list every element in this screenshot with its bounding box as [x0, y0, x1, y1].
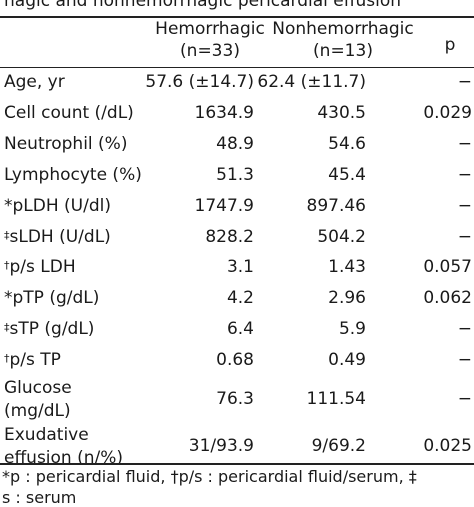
header-nonhemorrhagic-label: Nonhemorrhagic	[272, 19, 414, 39]
hemorrhagic-value: 0.68	[216, 350, 254, 370]
p-value: −	[457, 319, 472, 339]
nonhemorrhagic-value: 430.5	[317, 103, 366, 123]
row-label: †p/s TP	[4, 350, 61, 371]
row-label-text: Exudative	[4, 425, 89, 445]
nonhemorrhagic-value: 1.43	[328, 257, 366, 277]
header-hemorrhagic-label: Hemorrhagic	[155, 19, 265, 39]
header-hemorrhagic-n: (n=33)	[180, 41, 240, 61]
row-label: Age, yr	[4, 72, 65, 93]
p-value: 0.025	[423, 436, 472, 456]
row-label: *pLDH (U/dl)	[4, 196, 111, 217]
row-label: *pTP (g/dL)	[4, 288, 99, 309]
nonhemorrhagic-value: 2.96	[328, 288, 366, 308]
hemorrhagic-value: 76.3	[216, 389, 254, 409]
p-value: −	[457, 165, 472, 185]
row-label-text: Glucose	[4, 378, 72, 398]
footnote-line-1: *p : pericardial fluid, †p/s : pericardi…	[2, 467, 417, 486]
hemorrhagic-value: 1634.9	[194, 103, 254, 123]
header-bottom-rule	[0, 67, 474, 68]
hemorrhagic-value: 4.2	[226, 288, 254, 308]
row-label: Cell count (/dL)	[4, 103, 134, 124]
p-value: −	[457, 389, 472, 409]
footnote-line-2: s : serum	[2, 488, 77, 507]
row-label: †p/s LDH	[4, 257, 76, 278]
hemorrhagic-value: 57.6 (±14.7)	[145, 72, 254, 92]
header-hemorrhagic: Hemorrhagic (n=33)	[140, 18, 280, 62]
footnote-marker: †	[4, 259, 10, 272]
footnote-marker: ‡	[4, 321, 10, 334]
p-value: 0.057	[423, 257, 472, 277]
row-label: Exudative	[4, 425, 89, 446]
p-value: −	[457, 134, 472, 154]
row-label-line-2: (mg/dL)	[4, 401, 71, 421]
hemorrhagic-value: 3.1	[226, 257, 254, 277]
header-nonhemorrhagic: Nonhemorrhagic (n=13)	[268, 18, 418, 62]
row-label: ‡sTP (g/dL)	[4, 319, 94, 340]
p-value: −	[457, 227, 472, 247]
row-label-text: Neutrophil (%)	[4, 134, 128, 154]
hemorrhagic-value: 828.2	[205, 227, 254, 247]
nonhemorrhagic-value: 504.2	[317, 227, 366, 247]
p-value: −	[457, 350, 472, 370]
hemorrhagic-value: 6.4	[226, 319, 254, 339]
p-value: −	[457, 72, 472, 92]
nonhemorrhagic-value: 54.6	[328, 134, 366, 154]
nonhemorrhagic-value: 45.4	[328, 165, 366, 185]
table-bottom-rule	[0, 463, 474, 465]
table-caption: hagic and nonhemorrhagic pericardial eff…	[4, 0, 402, 11]
nonhemorrhagic-value: 9/69.2	[311, 436, 366, 456]
row-label-text: p/s LDH	[9, 257, 76, 277]
hemorrhagic-value: 48.9	[216, 134, 254, 154]
row-label-text: p/s TP	[9, 350, 61, 370]
header-p: p	[444, 35, 456, 55]
row-label: Neutrophil (%)	[4, 134, 127, 155]
row-label-text: Age, yr	[4, 72, 65, 92]
footnote-marker: †	[4, 352, 10, 365]
row-label-text: Lymphocyte (%)	[4, 165, 142, 185]
p-value: 0.062	[423, 288, 472, 308]
nonhemorrhagic-value: 111.54	[306, 389, 366, 409]
hemorrhagic-value: 1747.9	[194, 196, 254, 216]
p-value: 0.029	[423, 103, 472, 123]
nonhemorrhagic-value: 897.46	[306, 196, 366, 216]
header-nonhemorrhagic-n: (n=13)	[313, 41, 373, 61]
footnote-marker: ‡	[4, 229, 10, 242]
row-label-text: Cell count (/dL)	[4, 103, 134, 123]
row-label-text: sTP (g/dL)	[9, 319, 95, 339]
row-label: Glucose	[4, 378, 72, 399]
row-label-text: *pLDH (U/dl)	[4, 196, 111, 216]
row-label-text: sLDH (U/dL)	[9, 227, 111, 247]
row-label-line-2: effusion (n/%)	[4, 448, 124, 468]
hemorrhagic-value: 31/93.9	[188, 436, 254, 456]
nonhemorrhagic-value: 0.49	[328, 350, 366, 370]
row-label-text: *pTP (g/dL)	[4, 288, 100, 308]
hemorrhagic-value: 51.3	[216, 165, 254, 185]
row-label: ‡sLDH (U/dL)	[4, 227, 111, 248]
p-value: −	[457, 196, 472, 216]
table-top-rule	[0, 16, 474, 18]
nonhemorrhagic-value: 5.9	[338, 319, 366, 339]
row-label: Lymphocyte (%)	[4, 165, 142, 186]
nonhemorrhagic-value: 62.4 (±11.7)	[257, 72, 366, 92]
